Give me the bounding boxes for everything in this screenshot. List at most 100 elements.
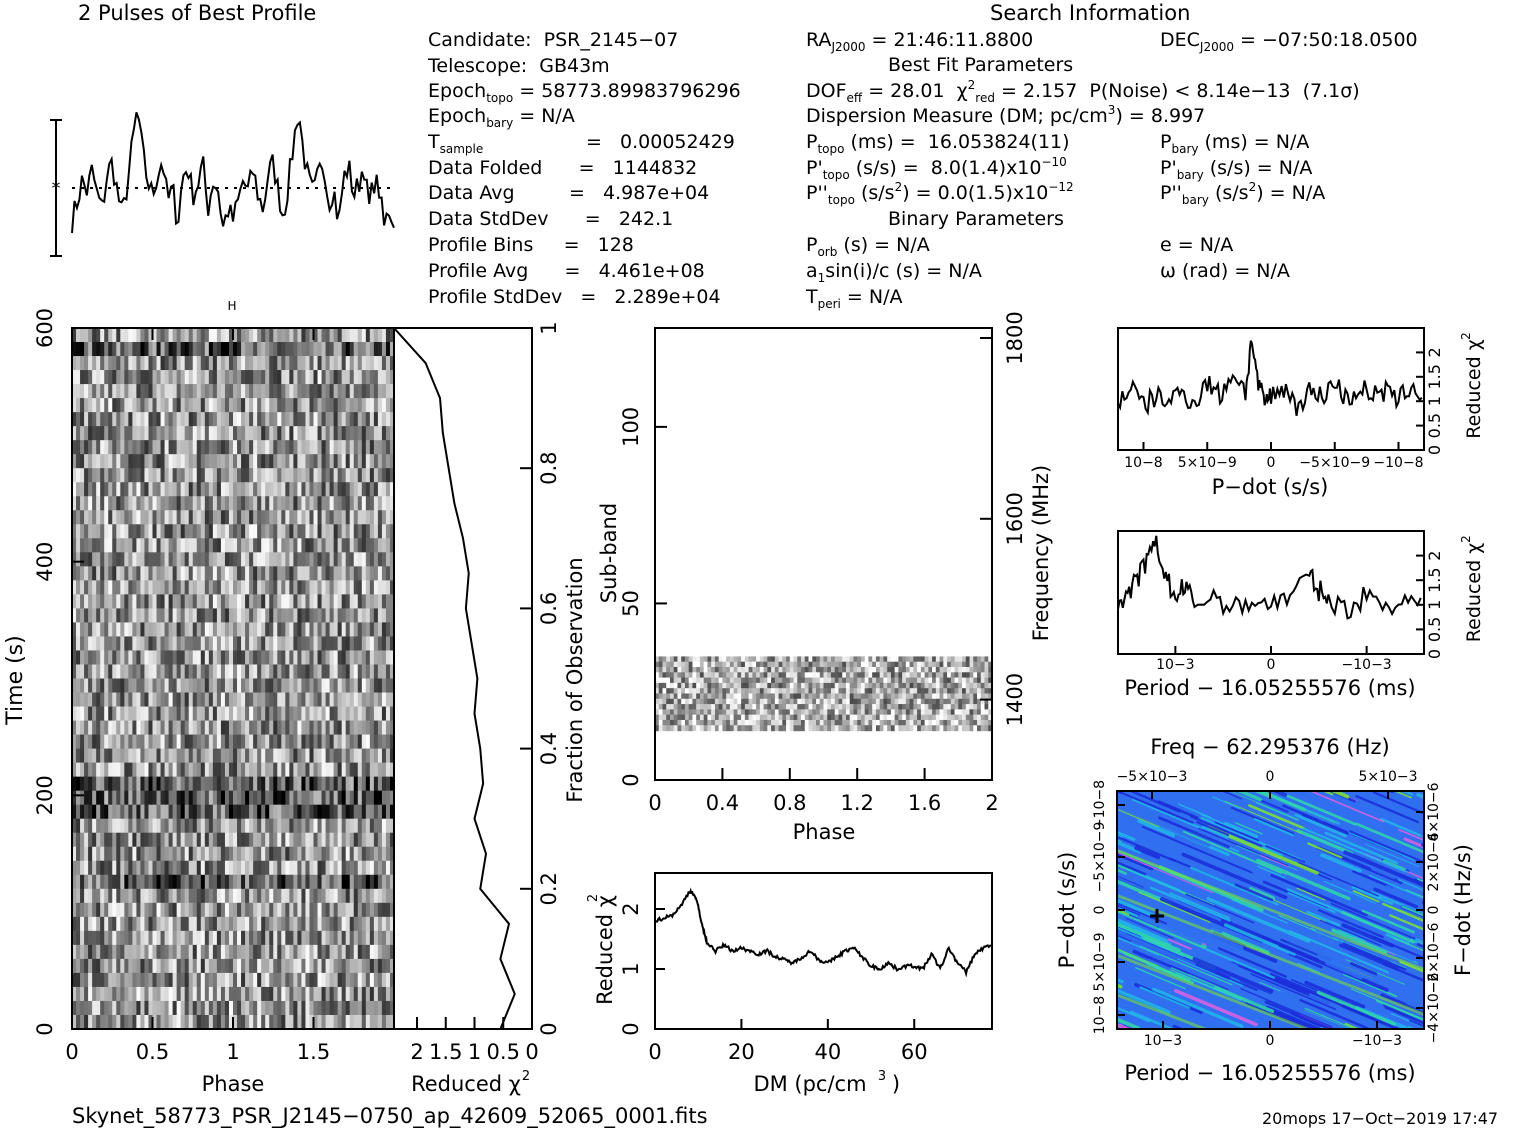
subband-cell: [849, 704, 855, 710]
time-phase-cell: [204, 748, 210, 764]
time-phase-cell: [136, 986, 142, 1002]
time-phase-cell: [365, 650, 371, 666]
subband-cell: [793, 704, 798, 710]
time-phase-cell: [116, 832, 121, 848]
time-phase-cell: [289, 356, 294, 371]
time-phase-cell: [120, 762, 125, 778]
subband-cell: [782, 709, 787, 716]
time-phase-cell: [309, 888, 315, 904]
subband-cell: [909, 677, 914, 684]
time-phase-cell: [377, 874, 383, 890]
time-phase-cell: [200, 832, 206, 848]
fraction-tick-label: 0.4: [537, 732, 561, 765]
time-phase-cell: [156, 804, 162, 820]
time-phase-cell: [184, 636, 190, 652]
time-phase-cell: [204, 650, 210, 666]
time-phase-cell: [128, 692, 133, 708]
subband-cell: [655, 688, 660, 695]
time-phase-cell: [204, 608, 210, 624]
time-phase-cell: [168, 916, 174, 932]
time-phase-cell: [377, 1000, 383, 1016]
time-phase-cell: [313, 748, 319, 764]
time-phase-cell: [253, 650, 258, 666]
time-phase-cell: [349, 328, 355, 343]
subband-cell: [741, 656, 746, 663]
time-phase-cell: [329, 762, 335, 778]
time-phase-cell: [220, 720, 226, 736]
time-phase-cell: [112, 510, 117, 525]
time-phase-cell: [233, 944, 238, 960]
time-phase-cell: [237, 440, 242, 455]
time-phase-cell: [220, 412, 226, 427]
time-phase-cell: [297, 874, 303, 890]
time-phase-cell: [261, 370, 266, 385]
time-phase-cell: [204, 902, 210, 918]
time-phase-cell: [349, 944, 355, 960]
time-phase-cell: [385, 622, 391, 638]
time-phase-cell: [80, 958, 85, 974]
subband-cell: [980, 688, 986, 695]
time-phase-cell: [96, 552, 101, 567]
time-phase-cell: [273, 902, 278, 918]
time-phase-cell: [140, 328, 146, 343]
time-phase-cell: [216, 706, 222, 722]
time-phase-cell: [289, 384, 294, 399]
time-phase-cell: [325, 594, 331, 609]
time-phase-cell: [321, 636, 327, 652]
time-phase-cell: [317, 664, 323, 680]
time-phase-cell: [245, 426, 250, 441]
time-phase-cell: [233, 706, 238, 722]
subband-cell: [696, 688, 701, 695]
time-phase-cell: [365, 748, 371, 764]
time-phase-cell: [148, 622, 154, 638]
time-phase-cell: [337, 790, 343, 806]
time-phase-cell: [152, 790, 158, 806]
subband-cell: [804, 704, 810, 710]
subband-cell: [823, 698, 828, 705]
time-phase-cell: [104, 1000, 109, 1016]
time-phase-cell: [144, 328, 150, 343]
subband-cell: [684, 677, 690, 684]
time-phase-cell: [289, 468, 294, 483]
time-phase-cell: [96, 986, 101, 1002]
time-phase-cell: [156, 412, 162, 427]
time-phase-cell: [381, 958, 387, 974]
subband-cell: [658, 656, 664, 663]
subband-cell: [673, 656, 679, 663]
time-phase-cell: [108, 398, 113, 413]
time-phase-cell: [305, 832, 311, 848]
time-phase-cell: [156, 986, 162, 1002]
time-phase-cell: [293, 454, 299, 469]
time-phase-cell: [381, 972, 387, 988]
time-phase-cell: [253, 986, 258, 1002]
time-phase-cell: [196, 762, 202, 778]
subband-cell: [928, 656, 933, 663]
time-phase-cell: [88, 972, 93, 988]
time-phase-cell: [373, 426, 379, 441]
time-phase-cell: [228, 398, 234, 413]
time-phase-cell: [321, 874, 327, 890]
time-phase-cell: [80, 930, 85, 946]
time-phase-cell: [168, 356, 174, 371]
time-phase-cell: [92, 762, 97, 778]
subband-cell: [767, 698, 772, 705]
time-phase-cell: [321, 902, 327, 918]
time-phase-cell: [293, 1014, 299, 1030]
time-phase-cell: [156, 1000, 162, 1016]
time-phase-cell: [301, 594, 307, 609]
time-phase-cell: [273, 692, 278, 708]
time-phase-cell: [369, 356, 375, 371]
time-phase-cell: [333, 832, 339, 848]
time-phase-cell: [92, 426, 97, 441]
time-phase-cell: [80, 370, 85, 385]
time-phase-cell: [265, 538, 270, 553]
time-phase-cell: [385, 916, 391, 932]
time-phase-cell: [188, 720, 194, 736]
time-phase-cell: [224, 384, 230, 399]
time-phase-cell: [265, 818, 270, 834]
time-phase-cell: [297, 370, 303, 385]
time-phase-cell: [373, 678, 379, 694]
time-phase-cell: [373, 342, 379, 357]
time-phase-cell: [329, 496, 335, 511]
time-phase-cell: [204, 342, 210, 357]
